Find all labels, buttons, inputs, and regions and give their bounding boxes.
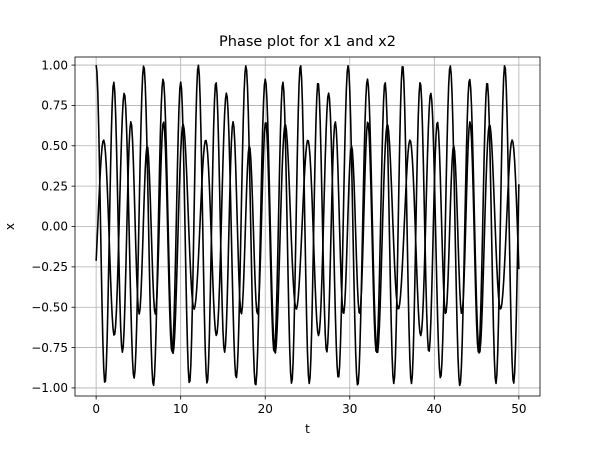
y-axis-label: x	[3, 223, 17, 230]
x-tick-label: 10	[173, 402, 188, 416]
y-tick-label: −1.00	[31, 381, 68, 395]
series-layer	[95, 64, 520, 387]
tick-labels: 0 10 20 30 40 50 −1.00 −0.75 −0.50 −0.25 0.00 0.25 0…	[31, 58, 526, 416]
x-tick-label: 30	[342, 402, 357, 416]
y-tick-label: 0.25	[41, 179, 68, 193]
x-tick-label: 20	[258, 402, 273, 416]
y-tick-label: −0.50	[31, 300, 68, 314]
y-tick-label: 1.00	[41, 58, 68, 72]
tick-marks	[71, 64, 520, 400]
x-tick-label: 50	[511, 402, 526, 416]
chart-title: Phase plot for x1 and x2	[219, 34, 396, 50]
series-line-2	[95, 64, 520, 387]
x-tick-label: 40	[427, 402, 442, 416]
y-tick-label: 0.50	[41, 139, 68, 153]
y-tick-label: −0.25	[31, 260, 68, 274]
y-tick-label: 0.75	[41, 99, 68, 113]
x-tick-label: 0	[92, 402, 100, 416]
y-tick-label: 0.00	[41, 220, 68, 234]
x-axis-label: t	[305, 422, 310, 436]
y-tick-label: −0.75	[31, 341, 68, 355]
